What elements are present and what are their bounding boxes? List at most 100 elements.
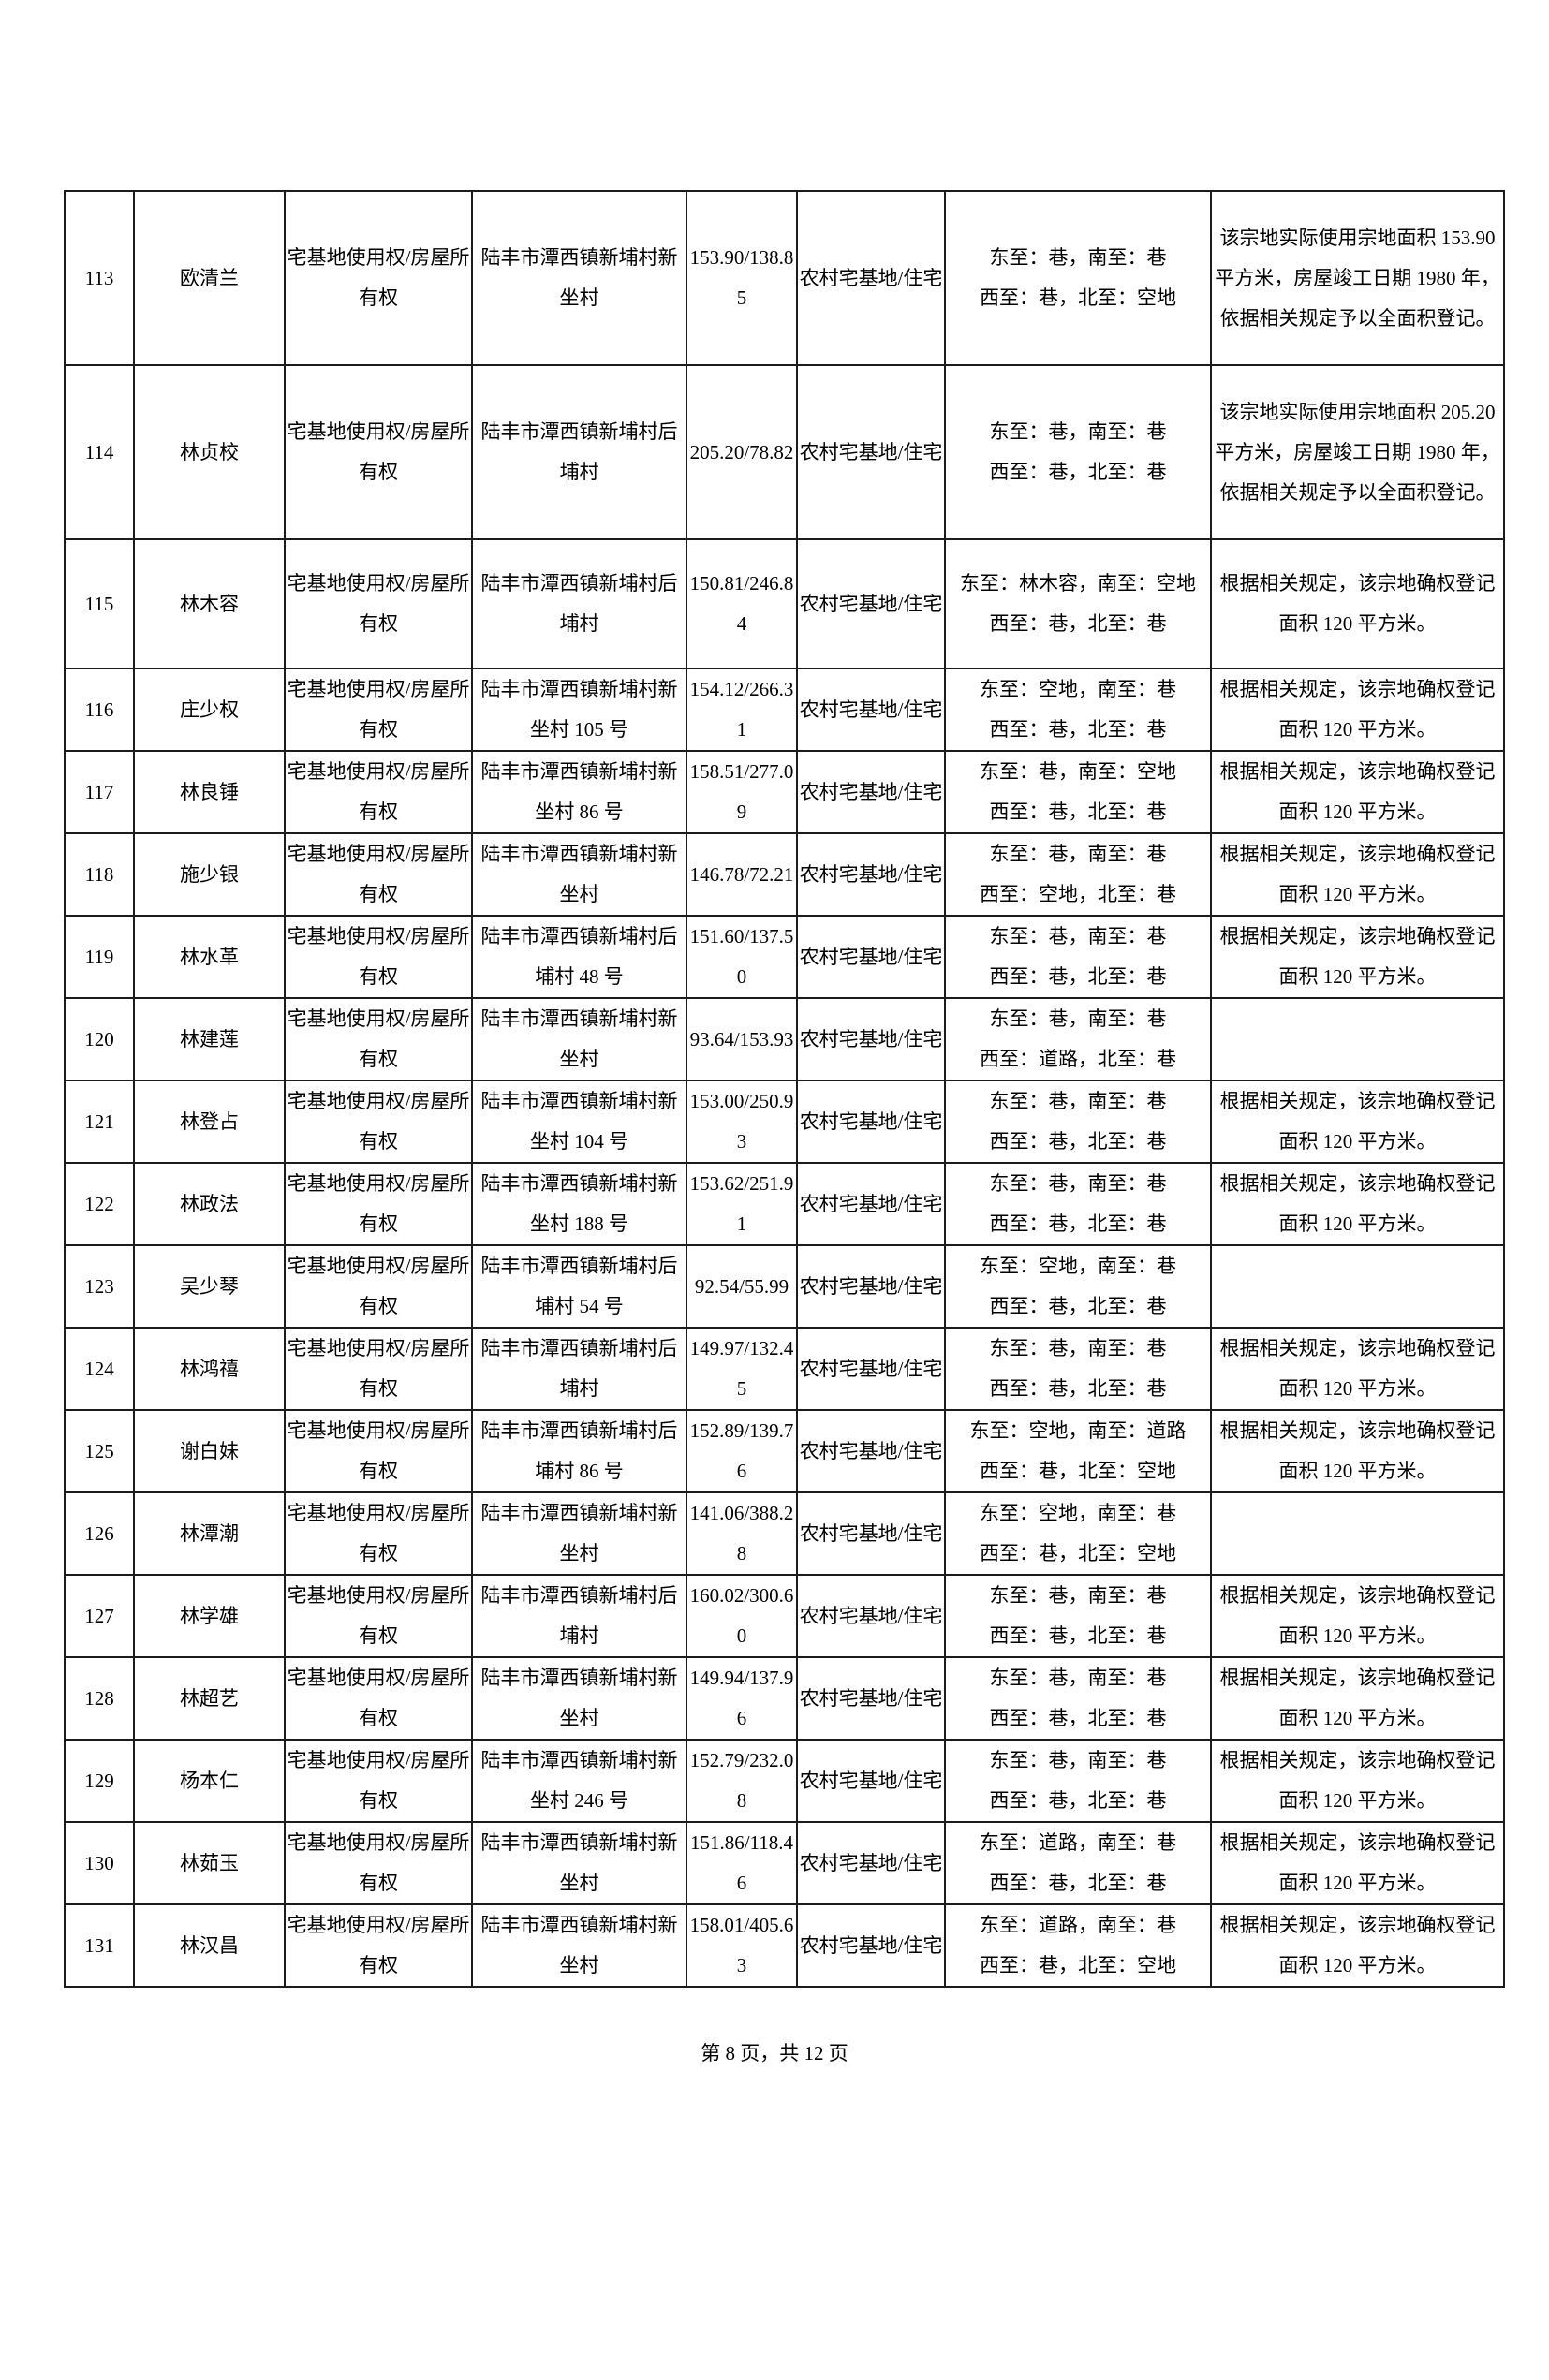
right-type: 宅基地使用权/房屋所有权	[284, 1080, 473, 1164]
row-number: 119	[64, 915, 135, 999]
boundary-line-2: 西至：道路，北至：巷	[980, 1048, 1176, 1070]
remark: 根据相关规定，该宗地确权登记面积 120 平方米。	[1210, 1327, 1505, 1411]
area-value: 149.94/137.96	[686, 1656, 798, 1741]
boundaries: 东至：巷，南至：巷 西至：巷，北至：巷	[944, 1739, 1212, 1823]
boundaries: 东至：道路，南至：巷 西至：巷，北至：空地	[944, 1903, 1212, 1988]
remark: 根据相关规定，该宗地确权登记面积 120 平方米。	[1210, 750, 1505, 834]
row-number: 126	[64, 1491, 135, 1576]
land-use: 农村宅基地/住宅	[796, 1903, 946, 1988]
area-value: 149.97/132.45	[686, 1327, 798, 1411]
right-type: 宅基地使用权/房屋所有权	[284, 832, 473, 917]
holder-name: 施少银	[133, 832, 286, 917]
table-row: 123 吴少琴 宅基地使用权/房屋所有权 陆丰市潭西镇新埔村后埔村 54 号 9…	[64, 1244, 1505, 1329]
row-number: 117	[64, 750, 135, 834]
boundaries: 东至：巷，南至：巷 西至：巷，北至：巷	[944, 1162, 1212, 1246]
boundary-line-1: 东至：道路，南至：巷	[980, 1914, 1176, 1936]
row-number: 128	[64, 1656, 135, 1741]
parcel-location: 陆丰市潭西镇新埔村后埔村 54 号	[471, 1244, 687, 1329]
row-number: 130	[64, 1821, 135, 1905]
table-row: 125 谢白妹 宅基地使用权/房屋所有权 陆丰市潭西镇新埔村后埔村 86 号 1…	[64, 1409, 1505, 1493]
boundary-line-2: 西至：巷，北至：巷	[989, 801, 1167, 823]
row-number: 124	[64, 1327, 135, 1411]
parcel-location: 陆丰市潭西镇新埔村新坐村 104 号	[471, 1080, 687, 1164]
boundaries: 东至：道路，南至：巷 西至：巷，北至：巷	[944, 1821, 1212, 1905]
right-type: 宅基地使用权/房屋所有权	[284, 364, 473, 540]
holder-name: 欧清兰	[133, 190, 286, 366]
boundaries: 东至：空地，南至：巷 西至：巷，北至：空地	[944, 1491, 1212, 1576]
right-type: 宅基地使用权/房屋所有权	[284, 1656, 473, 1741]
boundary-line-1: 东至：林木容，南至：空地	[960, 572, 1196, 595]
right-type: 宅基地使用权/房屋所有权	[284, 1574, 473, 1658]
holder-name: 林茹玉	[133, 1821, 286, 1905]
parcel-location: 陆丰市潭西镇新埔村新坐村 86 号	[471, 750, 687, 834]
land-use: 农村宅基地/住宅	[796, 832, 946, 917]
row-number: 116	[64, 668, 135, 752]
table-row: 113 欧清兰 宅基地使用权/房屋所有权 陆丰市潭西镇新埔村新坐村 153.90…	[64, 190, 1505, 366]
parcel-location: 陆丰市潭西镇新埔村新坐村 188 号	[471, 1162, 687, 1246]
land-use: 农村宅基地/住宅	[796, 1080, 946, 1164]
land-use: 农村宅基地/住宅	[796, 538, 946, 669]
boundaries: 东至：空地，南至：巷 西至：巷，北至：巷	[944, 1244, 1212, 1329]
land-use: 农村宅基地/住宅	[796, 1244, 946, 1329]
boundary-line-1: 东至：巷，南至：巷	[989, 420, 1167, 443]
boundary-line-1: 东至：空地，南至：巷	[980, 1502, 1176, 1524]
remark	[1210, 997, 1505, 1081]
right-type: 宅基地使用权/房屋所有权	[284, 190, 473, 366]
right-type: 宅基地使用权/房屋所有权	[284, 1409, 473, 1493]
boundary-line-2: 西至：巷，北至：巷	[989, 1707, 1167, 1729]
boundary-line-1: 东至：道路，南至：巷	[980, 1831, 1176, 1854]
holder-name: 林建莲	[133, 997, 286, 1081]
holder-name: 林木容	[133, 538, 286, 669]
right-type: 宅基地使用权/房屋所有权	[284, 1491, 473, 1576]
table-row: 117 林良锤 宅基地使用权/房屋所有权 陆丰市潭西镇新埔村新坐村 86 号 1…	[64, 750, 1505, 834]
table-row: 116 庄少权 宅基地使用权/房屋所有权 陆丰市潭西镇新埔村新坐村 105 号 …	[64, 668, 1505, 752]
remark: 根据相关规定，该宗地确权登记面积 120 平方米。	[1210, 668, 1505, 752]
holder-name: 林政法	[133, 1162, 286, 1246]
land-use: 农村宅基地/住宅	[796, 1656, 946, 1741]
holder-name: 谢白妹	[133, 1409, 286, 1493]
land-use: 农村宅基地/住宅	[796, 668, 946, 752]
land-registration-table: 113 欧清兰 宅基地使用权/房屋所有权 陆丰市潭西镇新埔村新坐村 153.90…	[64, 190, 1505, 1988]
area-value: 152.89/139.76	[686, 1409, 798, 1493]
area-value: 151.60/137.50	[686, 915, 798, 999]
row-number: 129	[64, 1739, 135, 1823]
area-value: 158.01/405.63	[686, 1903, 798, 1988]
parcel-location: 陆丰市潭西镇新埔村新坐村	[471, 997, 687, 1081]
row-number: 125	[64, 1409, 135, 1493]
boundary-line-2: 西至：巷，北至：空地	[980, 1460, 1176, 1482]
parcel-location: 陆丰市潭西镇新埔村新坐村	[471, 1491, 687, 1576]
land-use: 农村宅基地/住宅	[796, 1739, 946, 1823]
remark: 根据相关规定，该宗地确权登记面积 120 平方米。	[1210, 915, 1505, 999]
area-value: 151.86/118.46	[686, 1821, 798, 1905]
area-value: 158.51/277.09	[686, 750, 798, 834]
boundaries: 东至：巷，南至：巷 西至：巷，北至：巷	[944, 364, 1212, 540]
area-value: 93.64/153.93	[686, 997, 798, 1081]
area-value: 92.54/55.99	[686, 1244, 798, 1329]
area-value: 150.81/246.84	[686, 538, 798, 669]
remark	[1210, 1244, 1505, 1329]
table-body: 113 欧清兰 宅基地使用权/房屋所有权 陆丰市潭西镇新埔村新坐村 153.90…	[64, 190, 1505, 1988]
boundaries: 东至：巷，南至：巷 西至：道路，北至：巷	[944, 997, 1212, 1081]
boundary-line-1: 东至：巷，南至：巷	[989, 925, 1167, 948]
boundary-line-2: 西至：巷，北至：巷	[989, 965, 1167, 988]
boundaries: 东至：空地，南至：道路 西至：巷，北至：空地	[944, 1409, 1212, 1493]
parcel-location: 陆丰市潭西镇新埔村后埔村	[471, 1574, 687, 1658]
remark: 根据相关规定，该宗地确权登记面积 120 平方米。	[1210, 1162, 1505, 1246]
right-type: 宅基地使用权/房屋所有权	[284, 668, 473, 752]
boundary-line-2: 西至：巷，北至：巷	[989, 718, 1167, 741]
table-row: 119 林水革 宅基地使用权/房屋所有权 陆丰市潭西镇新埔村后埔村 48 号 1…	[64, 915, 1505, 999]
holder-name: 林学雄	[133, 1574, 286, 1658]
right-type: 宅基地使用权/房屋所有权	[284, 997, 473, 1081]
row-number: 120	[64, 997, 135, 1081]
holder-name: 林贞校	[133, 364, 286, 540]
remark: 该宗地实际使用宗地面积 153.90 平方米，房屋竣工日期 1980 年，依据相…	[1210, 190, 1505, 366]
boundary-line-2: 西至：巷，北至：空地	[980, 1542, 1176, 1565]
area-value: 153.90/138.85	[686, 190, 798, 366]
parcel-location: 陆丰市潭西镇新埔村后埔村	[471, 538, 687, 669]
table-row: 128 林超艺 宅基地使用权/房屋所有权 陆丰市潭西镇新埔村新坐村 149.94…	[64, 1656, 1505, 1741]
boundary-line-1: 东至：巷，南至：巷	[989, 1584, 1167, 1607]
right-type: 宅基地使用权/房屋所有权	[284, 915, 473, 999]
boundary-line-2: 西至：巷，北至：巷	[989, 612, 1167, 635]
boundary-line-1: 东至：空地，南至：道路	[969, 1419, 1187, 1442]
area-value: 152.79/232.08	[686, 1739, 798, 1823]
